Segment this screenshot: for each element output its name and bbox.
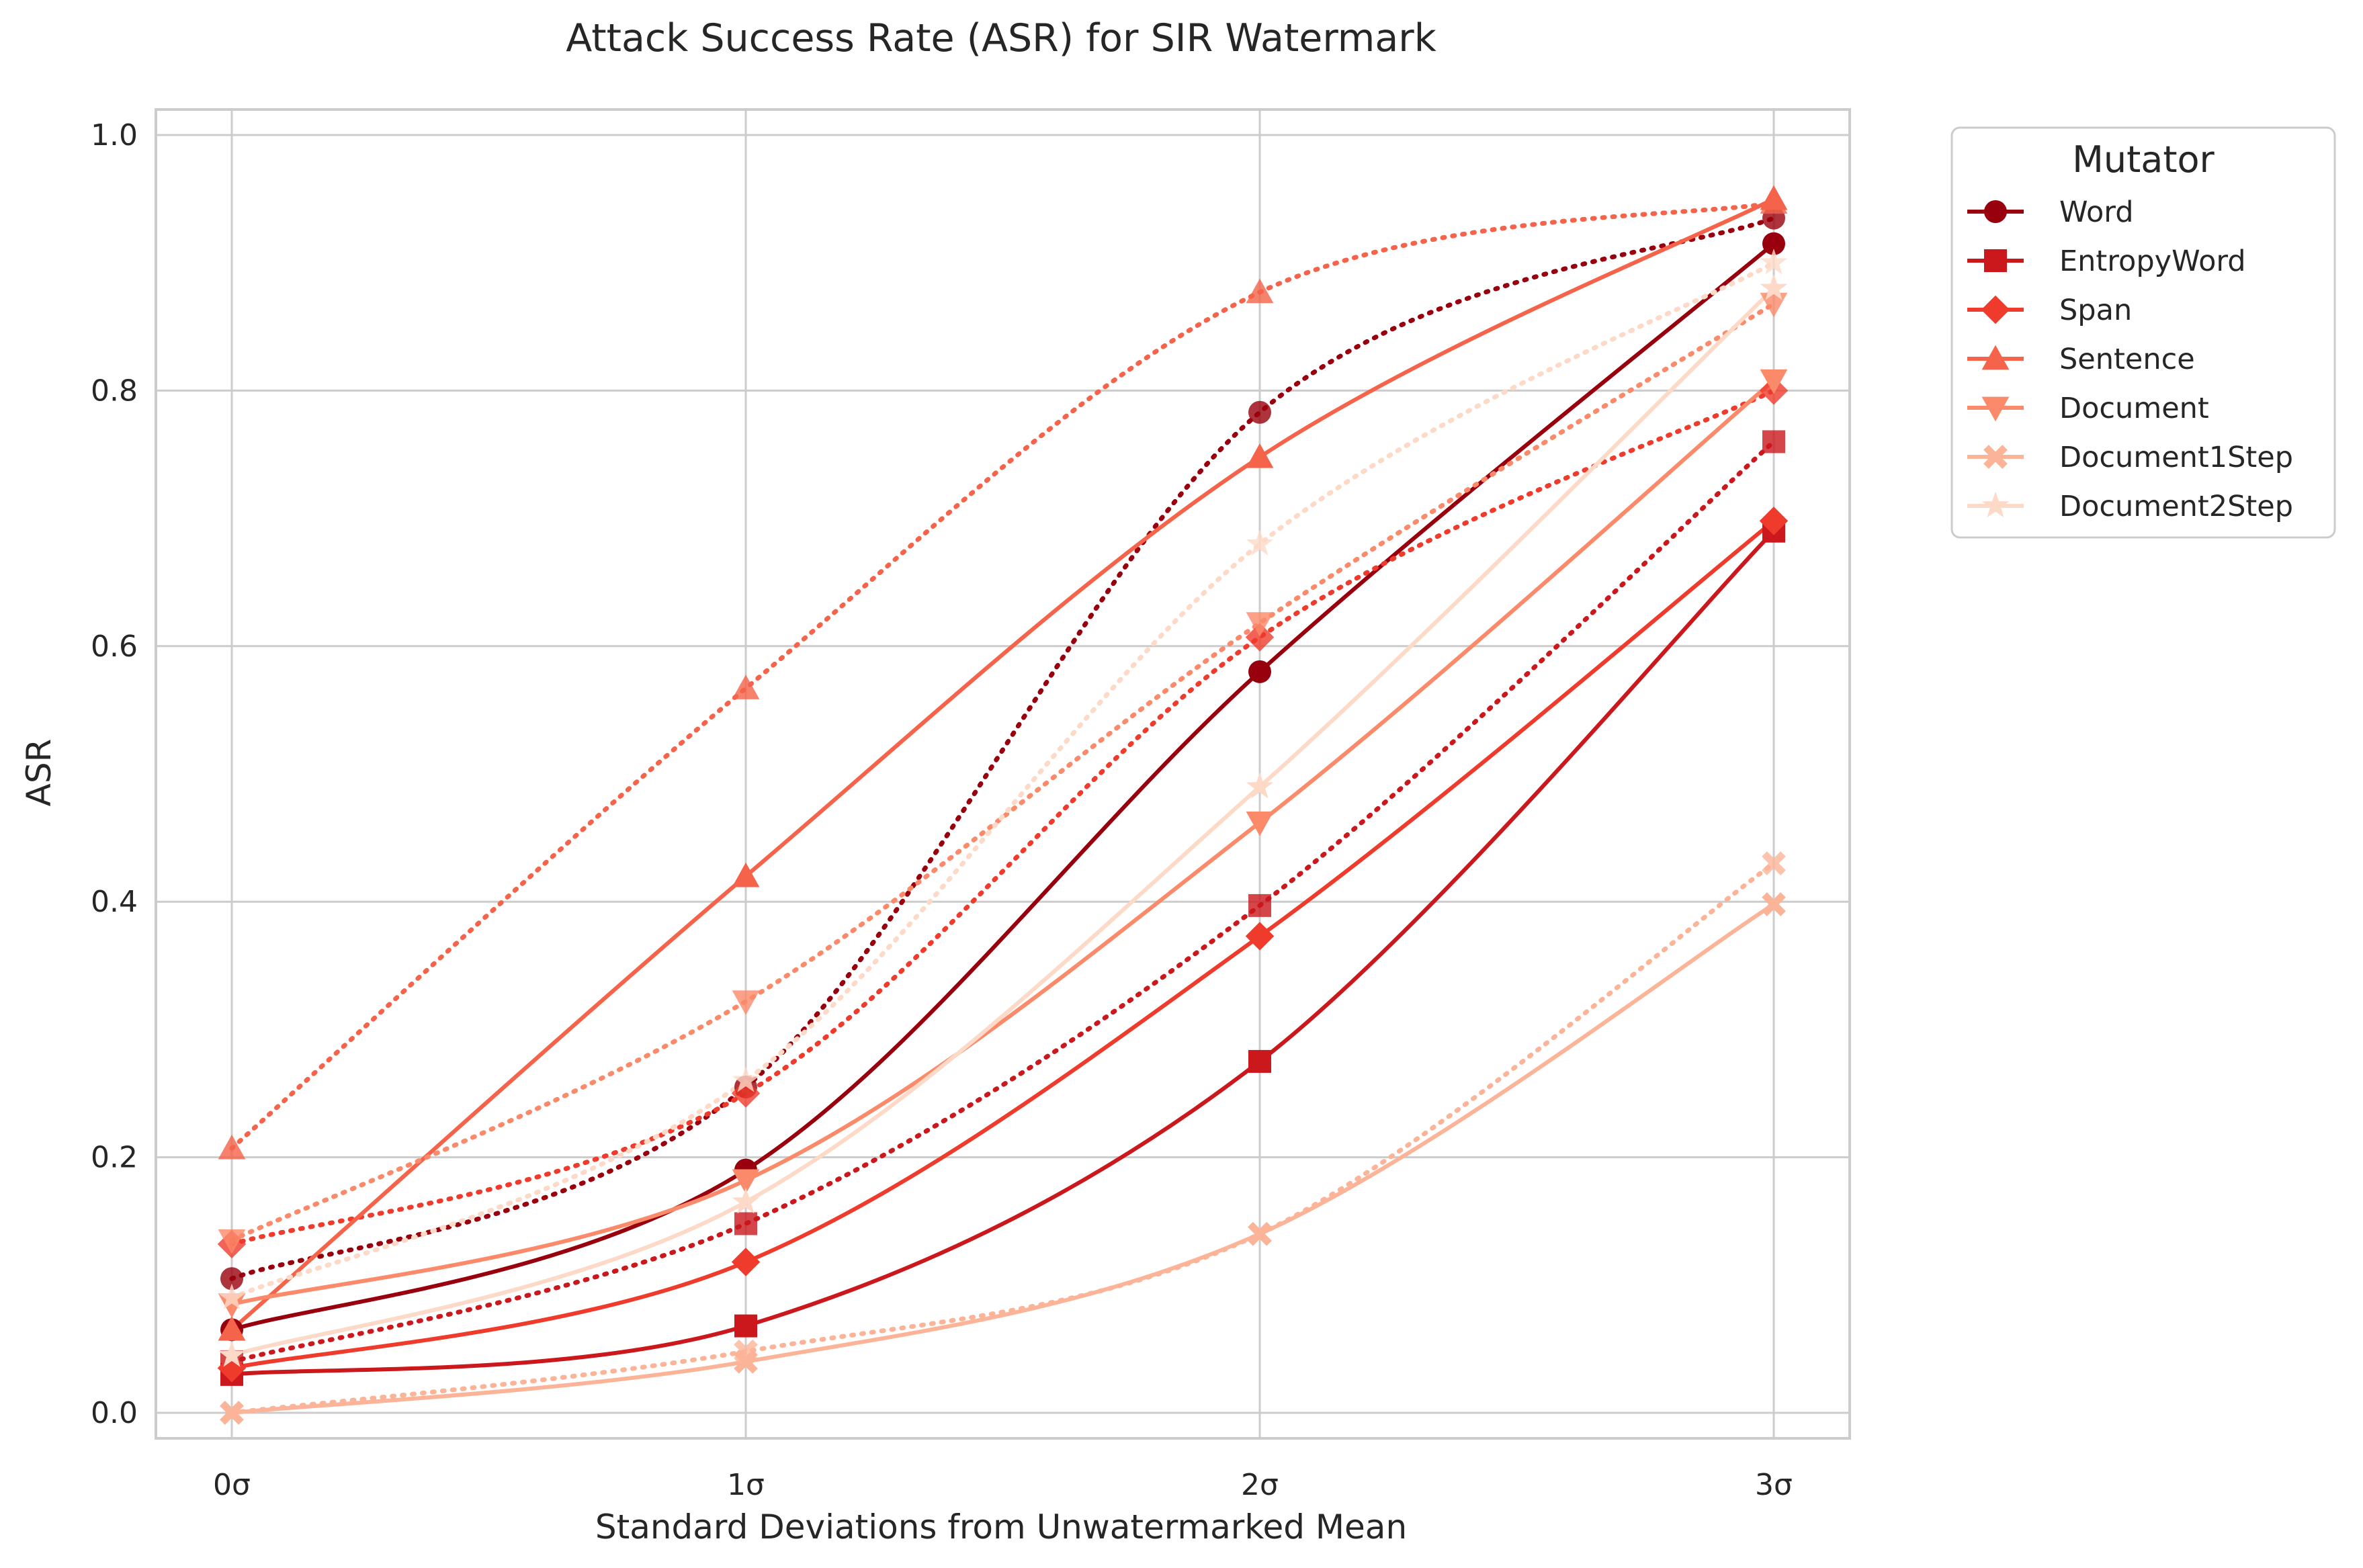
data-point-document	[1246, 811, 1274, 836]
data-point-document	[1760, 369, 1788, 394]
dotted-point-sentence	[218, 1134, 246, 1160]
plot-frame	[155, 108, 1851, 1440]
series-line-word	[231, 242, 1775, 1332]
y-tick-label: 0.6	[91, 629, 138, 664]
legend-marker-document1step	[1983, 445, 2008, 469]
dotted-point-document	[732, 990, 760, 1015]
dotted-point-word	[220, 1267, 243, 1291]
data-point-document2step	[1246, 772, 1274, 799]
data-point-word	[1248, 660, 1271, 683]
legend-title: Mutator	[2072, 138, 2215, 181]
x-axis-label: Standard Deviations from Unwatermarked M…	[595, 1508, 1407, 1547]
legend-marker-entropyword	[1984, 249, 2007, 272]
data-point-sentence	[1760, 185, 1788, 210]
series-markers	[217, 185, 1789, 1425]
dotted-point-document	[1246, 612, 1274, 637]
data-point-entropyword	[1248, 1049, 1271, 1073]
series-dotted-line-document1step	[229, 861, 1776, 1415]
dotted-point-sentence	[1246, 278, 1274, 304]
series-line-document1step	[231, 902, 1775, 1415]
dotted-point-sentence	[732, 674, 760, 699]
data-point-document2step	[732, 1187, 760, 1214]
legend-label-entropyword: EntropyWord	[2059, 245, 2246, 278]
legend-marker-span	[1981, 295, 2010, 324]
data-point-span	[731, 1248, 761, 1276]
y-axis-label: ASR	[19, 739, 58, 807]
legend-marker-sentence	[1981, 345, 2010, 370]
chart-title: Attack Success Rate (ASR) for SIR Waterm…	[566, 16, 1436, 60]
series-line-sentence	[230, 197, 1775, 1332]
data-point-document1step	[220, 1401, 244, 1425]
x-tick-label: 2σ	[1241, 1468, 1279, 1502]
y-tick-label: 0.2	[91, 1141, 138, 1175]
x-tick-labels: 0σ 1σ 2σ 3σ	[213, 1468, 1793, 1502]
x-tick-label: 0σ	[213, 1468, 251, 1502]
series-dotted-line-document	[229, 301, 1776, 1243]
data-point-sentence	[732, 862, 760, 887]
data-point-document1step	[1248, 1221, 1272, 1246]
series-dotted-line-span	[229, 388, 1776, 1247]
series-dotted-line-word	[229, 216, 1776, 1281]
data-point-document2step	[1760, 274, 1788, 300]
data-point-span	[1759, 507, 1789, 535]
series-dotted-line-sentence	[229, 200, 1776, 1151]
series-dotted-line-document2step	[229, 260, 1776, 1301]
data-point-document1step	[734, 1350, 758, 1374]
legend-label-word: Word	[2059, 195, 2134, 229]
series-line-entropyword	[231, 529, 1776, 1377]
data-point-span	[1245, 922, 1275, 951]
legend-marker-document	[1981, 396, 2010, 422]
dotted-point-document2step	[1246, 529, 1274, 556]
legend-label-document: Document	[2059, 392, 2209, 425]
dotted-point-word	[1248, 400, 1271, 424]
x-tick-label: 3σ	[1755, 1468, 1793, 1502]
x-tick-label: 1σ	[727, 1468, 765, 1502]
y-tick-label: 0.4	[91, 885, 138, 919]
dotted-point-span	[1245, 623, 1275, 652]
legend-label-document2step: Document2Step	[2059, 490, 2293, 523]
dotted-point-document2step	[218, 1283, 246, 1309]
legend-label-span: Span	[2059, 294, 2132, 327]
dotted-point-entropyword	[1762, 430, 1785, 453]
dotted-point-document	[218, 1229, 246, 1254]
dotted-point-span	[731, 1079, 761, 1108]
series-line-document	[231, 378, 1775, 1307]
y-tick-labels: 0.0 0.2 0.4 0.6 0.8 1.0	[91, 118, 138, 1430]
legend-label-document1step: Document1Step	[2059, 441, 2293, 474]
legend-items: Word EntropyWord Span Sentence Document Docum…	[1967, 195, 2293, 523]
data-point-entropyword	[734, 1314, 757, 1338]
legend-marker-document2step	[1981, 491, 2010, 518]
y-tick-label: 0.8	[91, 374, 138, 408]
series-dotted-line-entropyword	[229, 439, 1776, 1364]
dotted-point-document1step	[1762, 851, 1786, 875]
data-point-document2step	[218, 1341, 246, 1367]
data-point-sentence	[1246, 443, 1274, 468]
data-point-document	[218, 1293, 246, 1318]
series-line-document2step	[231, 287, 1776, 1358]
data-point-sentence	[218, 1315, 246, 1341]
legend-box	[1950, 126, 2336, 539]
y-tick-label: 1.0	[91, 118, 138, 153]
dotted-point-entropyword	[1248, 894, 1271, 917]
legend-marker-word	[1984, 200, 2007, 223]
data-point-word	[1762, 232, 1785, 255]
dotted-point-document2step	[1760, 248, 1788, 275]
legend-label-sentence: Sentence	[2059, 343, 2195, 376]
dotted-point-document2step	[732, 1066, 760, 1092]
legend: Mutator Word EntropyWord Span Sentence Docum…	[1950, 126, 2336, 539]
series-line-span	[231, 519, 1775, 1370]
data-point-span	[217, 1354, 247, 1383]
dotted-point-entropyword	[734, 1212, 757, 1235]
dotted-point-document	[1760, 292, 1788, 318]
data-point-document	[732, 1169, 760, 1194]
series-lines	[229, 197, 1776, 1415]
data-point-document1step	[1762, 892, 1786, 916]
y-tick-label: 0.0	[91, 1396, 138, 1430]
